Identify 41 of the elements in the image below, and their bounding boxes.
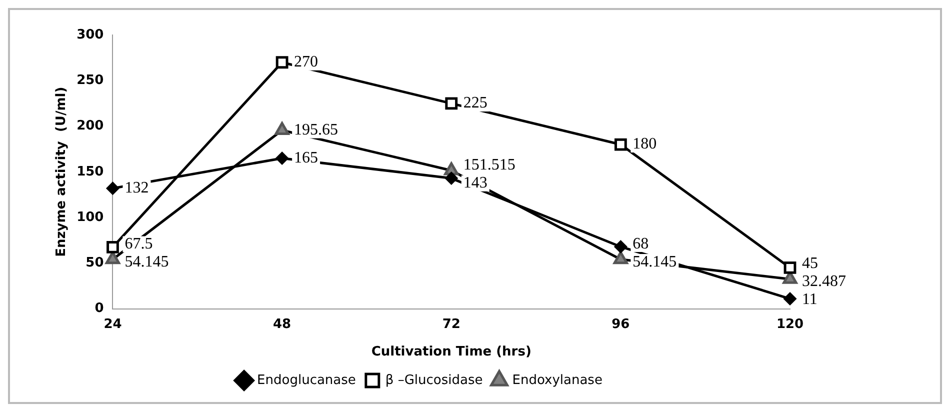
legend-label: Endoxylanase	[512, 372, 602, 388]
y-tick-label: 200	[76, 118, 104, 134]
x-tick-label: 72	[442, 316, 460, 332]
point	[445, 172, 458, 185]
point	[614, 240, 627, 253]
x-tick-label: 24	[104, 316, 122, 332]
point	[276, 56, 288, 69]
x-tick-label: 120	[776, 316, 804, 332]
y-tick-label: 0	[94, 301, 104, 316]
y-axis-title: Enzyme activity (U/ml)	[54, 86, 70, 257]
data-label: 195.65	[294, 121, 338, 138]
legend-label: β –Glucosidase	[385, 372, 483, 388]
data-label: 151.515	[463, 156, 516, 174]
data-label: 11	[802, 291, 818, 308]
data-label: 225	[463, 94, 488, 112]
y-tick-label: 300	[76, 27, 104, 42]
data-label: 165	[294, 149, 318, 166]
data-label: 32.487	[802, 273, 846, 290]
point	[106, 182, 119, 195]
y-tick-label: 250	[76, 73, 104, 88]
data-label: 143	[463, 174, 488, 192]
data-label: 132	[124, 180, 149, 197]
x-tick-label: 48	[273, 316, 292, 332]
point	[445, 97, 458, 110]
x-axis-title: Cultivation Time (hrs)	[371, 344, 532, 360]
x-tick-label: 96	[612, 316, 630, 332]
point	[784, 292, 796, 306]
data-label: 54.145	[632, 253, 677, 270]
data-label: 67.5	[124, 235, 153, 252]
point	[276, 152, 288, 164]
legend-label: Endoglucanase	[257, 372, 356, 388]
data-label: 45	[802, 255, 818, 272]
y-tick-label: 150	[76, 164, 104, 180]
y-tick-label: 50	[86, 256, 104, 271]
point	[614, 138, 627, 151]
y-tick-label: 100	[76, 210, 104, 225]
point	[784, 262, 796, 274]
data-label: 270	[294, 54, 318, 71]
data-label: 180	[632, 136, 657, 153]
data-label: 54.145	[124, 253, 169, 270]
data-label: 68	[632, 235, 649, 252]
